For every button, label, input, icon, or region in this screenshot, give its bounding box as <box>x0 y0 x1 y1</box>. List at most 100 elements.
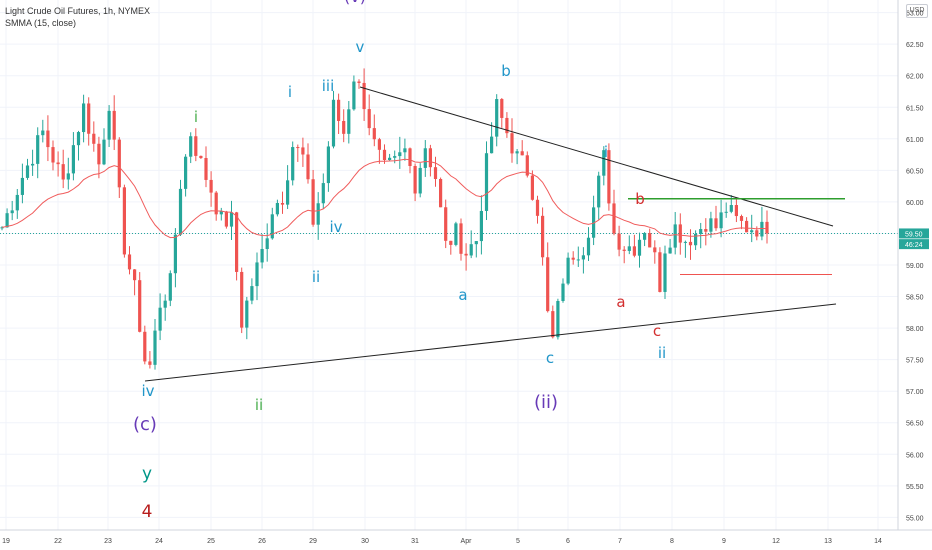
time-tick-label: 6 <box>566 538 570 545</box>
price-tag <box>899 228 929 239</box>
price-tags: 59.50 46:24 <box>899 228 929 250</box>
candlestick-series <box>0 68 769 370</box>
indicator-legend[interactable]: SMMA (15, close) <box>5 18 77 28</box>
candle-body <box>138 280 142 332</box>
wave-label: (c) <box>133 414 157 435</box>
wave-label: 4 <box>142 502 153 522</box>
candle-body <box>576 259 580 261</box>
candle-body <box>663 253 667 292</box>
candle-body <box>5 213 9 228</box>
candle-body <box>362 82 366 110</box>
price-tick-label: 61.00 <box>906 137 924 144</box>
candle-body <box>235 212 239 272</box>
candle-body <box>719 212 723 229</box>
candle-body <box>122 187 126 255</box>
candle-body <box>326 146 330 184</box>
candle-body <box>92 133 96 144</box>
candle-body <box>36 135 40 164</box>
candle-body <box>541 215 545 258</box>
candle-body <box>428 148 432 168</box>
candle-body <box>602 150 606 176</box>
candle-body <box>286 180 290 205</box>
candle-body <box>0 227 4 229</box>
price-tick-label: 62.50 <box>906 42 924 49</box>
wave-label: iv <box>141 382 154 400</box>
candle-body <box>357 81 361 83</box>
price-tag-text: 59.50 <box>905 231 923 238</box>
candle-body <box>474 241 478 245</box>
price-axis[interactable]: 63.00 62.50 62.00 61.50 61.00 60.50 60.00 59.50… <box>906 11 924 523</box>
candle-body <box>637 239 642 256</box>
trendline <box>144 303 837 382</box>
candle-body <box>342 120 346 134</box>
wave-label: i <box>604 143 608 161</box>
price-tick-label: 55.00 <box>906 515 924 522</box>
candle-body <box>627 246 631 251</box>
candle-body <box>694 233 698 246</box>
wave-label: (ii) <box>534 392 558 413</box>
candle-body <box>622 249 626 251</box>
candle-body <box>755 230 759 237</box>
candle-body <box>143 331 147 362</box>
candle-body <box>189 136 193 157</box>
candle-body <box>495 99 499 137</box>
time-tick-label: 5 <box>516 538 520 545</box>
candle-body <box>219 211 223 215</box>
horizontal-levels <box>628 198 845 275</box>
candle-body <box>41 130 45 136</box>
time-tick-label: 25 <box>207 538 215 545</box>
candle-body <box>321 183 325 204</box>
candle-body <box>102 139 106 165</box>
candle-body <box>556 301 560 338</box>
time-tick-label: 31 <box>411 538 419 545</box>
time-tick-label: 23 <box>104 538 112 545</box>
candle-body <box>112 110 116 140</box>
time-axis[interactable]: 19 22 23 24 25 26 29 30 31 Apr 5 6 7 8 9 12 13 14 <box>2 538 882 545</box>
candle-body <box>367 109 371 129</box>
candle-body <box>250 286 254 301</box>
candle-body <box>71 145 75 174</box>
wave-label: iv <box>329 218 342 236</box>
trendlines <box>144 86 837 382</box>
candle-body <box>658 252 662 292</box>
candle-body <box>668 247 672 254</box>
candle-body <box>418 167 422 194</box>
wave-label: v <box>356 38 365 56</box>
time-tick-label: 14 <box>874 538 882 545</box>
candle-body <box>377 139 381 150</box>
candle-body <box>393 156 397 158</box>
candle-body <box>423 148 427 168</box>
price-tick-label: 59.00 <box>906 263 924 270</box>
candle-body <box>265 238 269 250</box>
candle-body <box>275 203 279 215</box>
wave-label: b <box>501 62 511 80</box>
candle-body <box>724 211 728 213</box>
candle-body <box>214 192 218 215</box>
candle-body <box>535 199 540 216</box>
chart-grid <box>0 0 898 530</box>
candle-body <box>280 203 285 205</box>
candle-body <box>673 224 677 248</box>
candle-body <box>444 207 448 241</box>
candle-body <box>643 233 647 240</box>
price-tick-label: 56.00 <box>906 452 924 459</box>
candle-body <box>229 212 234 227</box>
candle-body <box>734 205 738 217</box>
time-tick-label: 29 <box>309 538 317 545</box>
candle-body <box>500 99 504 118</box>
price-tick-label: 55.50 <box>906 484 924 491</box>
candle-body <box>459 223 463 254</box>
candle-body <box>347 109 351 134</box>
candle-body <box>240 271 244 328</box>
candle-body <box>683 241 687 243</box>
candle-body <box>316 203 320 225</box>
price-tag <box>899 239 929 250</box>
wave-label: ii <box>255 396 263 414</box>
currency-badge[interactable]: USD <box>906 4 928 18</box>
candle-body <box>551 311 555 338</box>
candle-body <box>260 249 264 263</box>
price-tick-label: 60.50 <box>906 168 924 175</box>
price-tick-label: 57.00 <box>906 389 924 396</box>
